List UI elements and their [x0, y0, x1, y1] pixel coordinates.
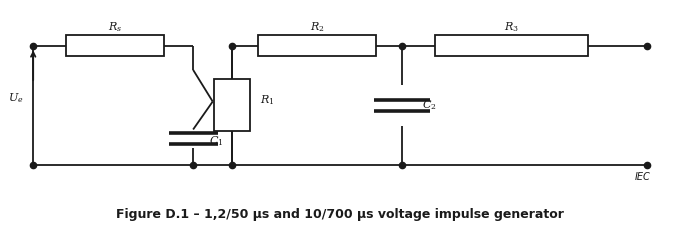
Text: $C_2$: $C_2$	[422, 98, 437, 112]
Bar	[66, 35, 164, 56]
Text: $R_2$: $R_2$	[310, 20, 324, 34]
Text: $C_1$: $C_1$	[209, 134, 224, 148]
Text: $R_1$: $R_1$	[260, 93, 275, 106]
Bar	[435, 35, 588, 56]
Text: $R_s$: $R_s$	[107, 20, 122, 34]
Text: $U_e$: $U_e$	[7, 91, 23, 105]
Text: IEC: IEC	[634, 172, 650, 182]
Text: $R_3$: $R_3$	[504, 20, 519, 34]
Bar	[258, 35, 376, 56]
Text: Figure D.1 – 1,2/50 μs and 10/700 μs voltage impulse generator: Figure D.1 – 1,2/50 μs and 10/700 μs vol…	[116, 208, 564, 221]
Bar	[214, 79, 250, 131]
